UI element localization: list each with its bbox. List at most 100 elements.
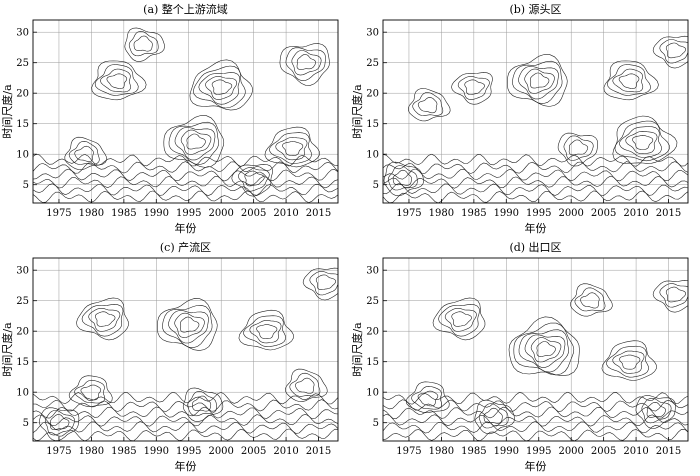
x-tick-label: 2005 <box>241 208 266 219</box>
contour-band <box>33 413 338 427</box>
contour-ring <box>269 132 312 164</box>
contour-ring <box>405 381 450 414</box>
contour-ring <box>612 350 645 374</box>
contour-ring <box>275 137 308 161</box>
x-tick-label: 1995 <box>526 208 551 219</box>
contour-ring <box>124 27 165 62</box>
x-tick-label: 2010 <box>623 446 648 457</box>
y-tick-label: 20 <box>366 89 379 100</box>
y-tick-label: 30 <box>16 28 29 39</box>
contour-band <box>383 391 688 405</box>
panel-c: 1975 1980 1985 1990 1995 2000 2005 2010 2015 5 10 1… <box>0 238 350 476</box>
y-tick-label: 10 <box>366 388 379 399</box>
contour-lines <box>383 279 688 441</box>
contour-band <box>33 421 338 434</box>
contour-ring <box>417 390 439 407</box>
x-tick-label: 2000 <box>208 446 233 457</box>
contour-ring <box>412 92 444 117</box>
contour-band <box>33 153 338 167</box>
y-axis-label: 时间尺度/a <box>350 84 364 139</box>
contour-ring <box>256 324 278 339</box>
contour-band <box>33 175 338 189</box>
contour-ring <box>133 35 153 52</box>
y-tick-label: 25 <box>16 296 29 307</box>
panel-b: 1975 1980 1985 1990 1995 2000 2005 2010 2015 5 10 1… <box>350 0 700 238</box>
y-tick-label: 10 <box>16 388 29 399</box>
contour-ring <box>168 310 209 344</box>
contour-ring <box>659 283 688 308</box>
contour-ring <box>483 407 503 424</box>
contour-ring <box>91 60 147 101</box>
contour-ring <box>513 322 575 376</box>
x-tick-label: 2015 <box>306 446 331 457</box>
contour-ring <box>162 304 213 349</box>
contour-ring <box>180 129 212 155</box>
contour-ring <box>289 372 321 397</box>
panel-title: (a) 整个上游流域 <box>143 2 228 16</box>
contour-ring <box>296 54 316 70</box>
y-tick-label: 5 <box>23 418 29 429</box>
contour-ring <box>536 341 556 357</box>
contour-ring <box>68 375 113 407</box>
y-axis-label: 时间尺度/a <box>0 84 14 139</box>
contour-chart: 1975 1980 1985 1990 1995 2000 2005 2010 2015 5 10 1… <box>0 240 339 473</box>
contour-ring <box>563 135 594 161</box>
y-axis-label: 时间尺度/a <box>350 322 364 377</box>
x-tick-label: 2015 <box>656 446 681 457</box>
contour-chart: 1975 1980 1985 1990 1995 2000 2005 2010 2015 5 10 1… <box>350 240 689 473</box>
grid <box>383 20 688 203</box>
x-tick-label: 1975 <box>46 208 71 219</box>
contour-ring <box>94 311 116 327</box>
y-tick-label: 5 <box>373 180 379 191</box>
contour-chart: 1975 1980 1985 1990 1995 2000 2005 2010 2015 5 10 1… <box>350 2 689 235</box>
y-axis-label: 时间尺度/a <box>0 322 14 377</box>
plot-frame <box>382 257 689 442</box>
contour-ring <box>174 127 216 161</box>
contour-lines <box>33 27 338 203</box>
contour-ring <box>74 379 106 404</box>
contour-ring <box>530 337 562 363</box>
x-tick-label: 1975 <box>396 208 421 219</box>
y-tick-label: 30 <box>16 266 29 277</box>
y-tick-label: 20 <box>16 89 29 100</box>
y-tick-label: 5 <box>23 180 29 191</box>
contour-band <box>383 406 688 420</box>
y-tick-label: 15 <box>16 357 29 368</box>
contour-ring <box>417 97 438 114</box>
y-tick-label: 30 <box>366 266 379 277</box>
contour-ring <box>285 368 328 402</box>
contour-ring <box>612 115 678 164</box>
contour-ring <box>646 401 666 418</box>
contour-ring <box>38 407 80 441</box>
contour-ring <box>64 136 108 171</box>
contour-band <box>33 190 338 203</box>
contour-ring <box>612 68 644 93</box>
plot-frame <box>32 257 339 442</box>
grid <box>383 258 688 441</box>
contour-ring <box>383 161 425 197</box>
contour-ring <box>192 65 246 109</box>
contour-band <box>383 153 688 167</box>
contour-ring <box>508 316 580 377</box>
contour-ring <box>432 297 486 341</box>
contour-ring <box>244 170 265 187</box>
contour-ring <box>302 267 338 301</box>
y-tick-label: 20 <box>366 327 379 338</box>
contour-band <box>383 183 688 196</box>
contour-ring <box>506 54 568 107</box>
contour-ring <box>606 64 651 96</box>
contour-ring <box>665 42 687 59</box>
x-tick-label: 1985 <box>461 446 486 457</box>
contour-ring <box>570 283 613 317</box>
x-tick-label: 1980 <box>429 208 454 219</box>
contour-ring <box>603 60 659 101</box>
contour-ring <box>659 39 688 64</box>
x-tick-label: 2000 <box>558 446 583 457</box>
contour-ring <box>524 68 555 94</box>
contour-ring <box>568 139 589 156</box>
y-tick-label: 20 <box>16 327 29 338</box>
contour-ring <box>205 76 238 100</box>
contour-band <box>383 428 688 441</box>
contour-ring <box>291 50 322 76</box>
contour-ring <box>80 384 102 401</box>
